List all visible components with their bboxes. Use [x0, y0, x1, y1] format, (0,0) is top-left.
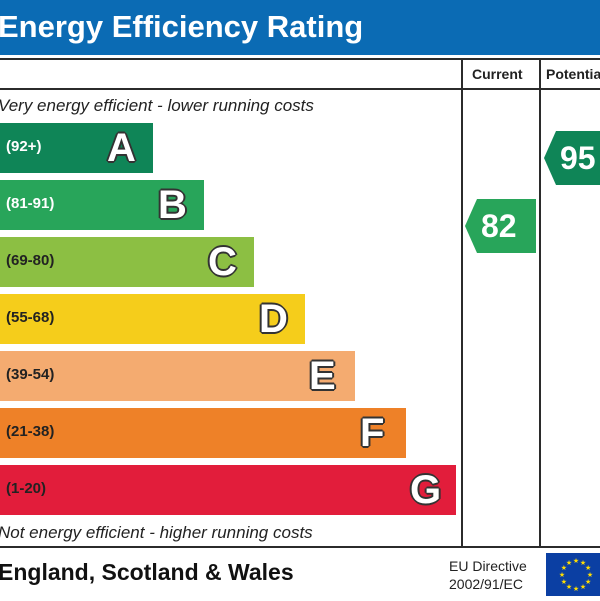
band-range-label: (92+): [6, 138, 42, 155]
current-arrow-shape: [465, 199, 536, 253]
rating-band-f: (21-38) F: [0, 408, 406, 458]
eu-star: ★: [587, 571, 593, 579]
eu-star: ★: [573, 557, 579, 565]
column-header-current: Current: [472, 66, 523, 82]
eu-star: ★: [580, 559, 586, 567]
caption-bottom: Not energy efficient - higher running co…: [0, 523, 313, 542]
rating-band-a: (92+) A: [0, 123, 153, 173]
band-letter: C: [208, 240, 237, 284]
band-letter: F: [360, 411, 385, 455]
divider-potential: [539, 58, 541, 548]
divider-current: [461, 58, 463, 548]
eu-directive-line1: EU Directive: [449, 558, 527, 574]
header-row-divider: [0, 88, 600, 90]
column-header-potential: Potential: [546, 66, 600, 82]
rating-band-e: (39-54) E: [0, 351, 355, 401]
band-range-label: (1-20): [6, 480, 47, 497]
eu-star: ★: [580, 583, 586, 591]
band-range-label: (39-54): [6, 366, 55, 383]
eu-star: ★: [559, 571, 565, 579]
eu-directive-line2: 2002/91/EC: [449, 576, 523, 592]
potential-rating-arrow: 95: [544, 131, 600, 185]
band-range-label: (81-91): [6, 195, 55, 212]
caption-top: Very energy efficient - lower running co…: [0, 96, 314, 115]
footer-region: England, Scotland & Wales: [0, 559, 294, 585]
band-letter: A: [107, 126, 136, 170]
eu-star: ★: [561, 578, 567, 586]
current-rating-value: 82: [481, 208, 517, 244]
header-bar: Energy Efficiency Rating: [0, 0, 600, 55]
eu-star: ★: [585, 564, 591, 572]
potential-rating-value: 95: [560, 140, 596, 176]
current-rating-arrow: 82: [465, 199, 536, 253]
band-letter: G: [410, 468, 442, 512]
rating-band-g: (1-20) G: [0, 465, 456, 515]
rating-band-c: (69-80) C: [0, 237, 254, 287]
band-letter: D: [259, 297, 288, 341]
footer-divider: [0, 546, 600, 548]
band-range-label: (55-68): [6, 309, 55, 326]
potential-arrow-shape: [544, 131, 600, 185]
band-letter: B: [158, 183, 187, 227]
chart-title: Energy Efficiency Rating: [0, 9, 364, 44]
eu-flag-icon: ★ ★ ★ ★ ★ ★ ★ ★ ★ ★ ★ ★: [546, 553, 600, 596]
eu-star: ★: [566, 559, 572, 567]
band-range-label: (21-38): [6, 423, 55, 440]
rating-band-b: (81-91) B: [0, 180, 204, 230]
eu-star: ★: [585, 578, 591, 586]
rating-band-d: (55-68) D: [0, 294, 305, 344]
band-range-label: (69-80): [6, 252, 55, 269]
eu-star: ★: [573, 585, 579, 593]
eu-star: ★: [566, 583, 572, 591]
eu-star: ★: [561, 564, 567, 572]
band-letter: E: [309, 354, 336, 398]
